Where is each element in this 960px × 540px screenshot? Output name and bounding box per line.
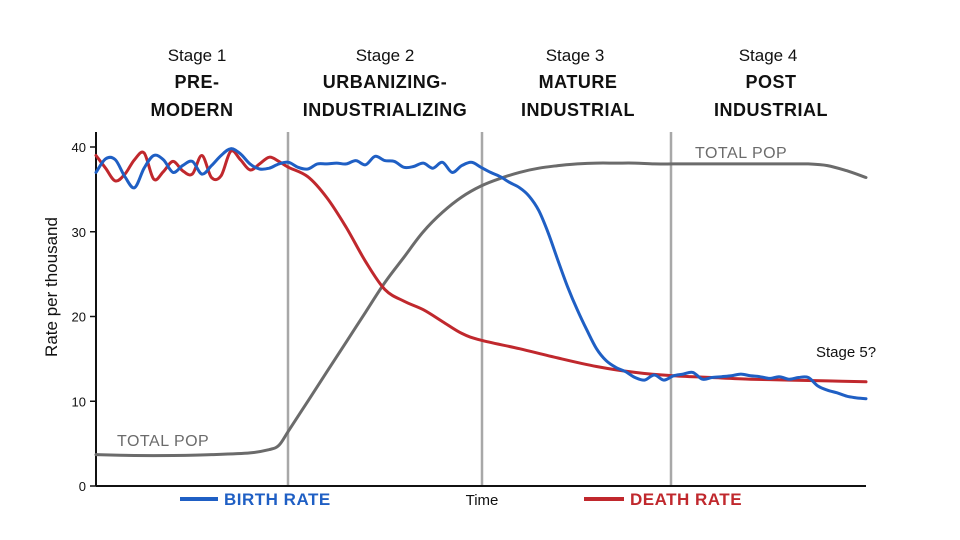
stage-2-number: Stage 2 (356, 46, 415, 65)
stage-4-name-line1: POST (745, 72, 796, 92)
series-layer (94, 147, 868, 458)
y-axis-label: Rate per thousand (42, 217, 61, 357)
stage-1-name-line2: MODERN (151, 100, 234, 120)
stage-3-name-line1: MATURE (539, 72, 618, 92)
stage-2-name-line1: URBANIZING- (323, 72, 448, 92)
stage-headers: Stage 1 PRE- MODERN Stage 2 URBANIZING- … (151, 46, 828, 120)
y-axis-ticks: 0 10 20 30 40 (72, 140, 96, 494)
death-rate-line (94, 149, 868, 384)
y-tick-label: 20 (72, 310, 86, 325)
y-tick-label: 30 (72, 225, 86, 240)
stage-5-label: Stage 5? (816, 344, 876, 361)
total-pop-label-high: TOTAL POP (695, 145, 787, 162)
total-pop-label-low: TOTAL POP (117, 433, 209, 450)
stage-1-name-line1: PRE- (174, 72, 219, 92)
legend-birth-rate-label: BIRTH RATE (224, 490, 331, 509)
stage-3-name-line2: INDUSTRIAL (521, 100, 635, 120)
x-axis-label: Time (466, 492, 499, 509)
legend: BIRTH RATE Time DEATH RATE (180, 490, 742, 509)
stage-1-number: Stage 1 (168, 46, 227, 65)
stage-3-number: Stage 3 (546, 46, 605, 65)
total-pop-line (94, 161, 868, 458)
stage-4-number: Stage 4 (739, 46, 798, 65)
stage-4-name-line2: INDUSTRIAL (714, 100, 828, 120)
y-tick-label: 40 (72, 140, 86, 155)
stage-dividers (286, 132, 673, 486)
y-tick-label: 10 (72, 394, 86, 409)
stage-2-name-line2: INDUSTRIALIZING (303, 100, 468, 120)
y-tick-label: 0 (79, 479, 86, 494)
birth-rate-line (94, 147, 868, 401)
legend-death-rate-label: DEATH RATE (630, 490, 742, 509)
